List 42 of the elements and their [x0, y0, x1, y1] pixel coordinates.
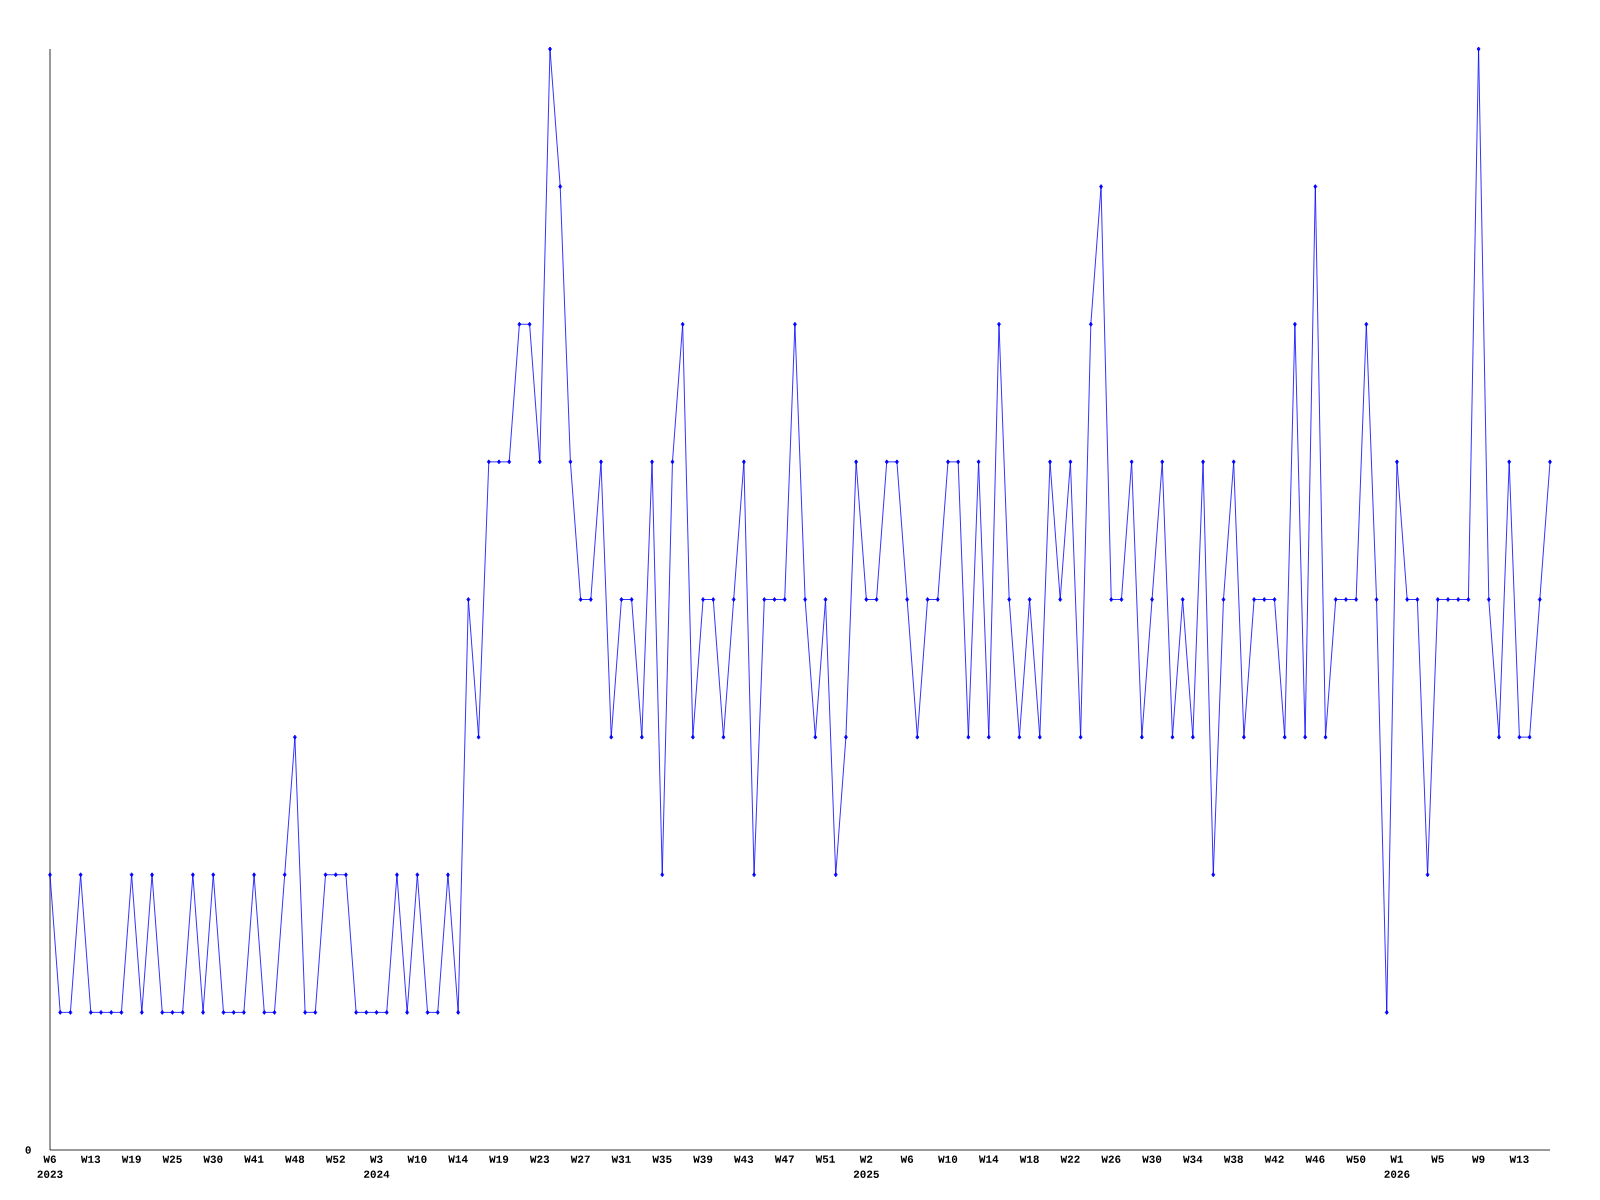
x-tick-label: W2 [859, 1155, 873, 1163]
x-tick-label: W23 [529, 1155, 550, 1163]
x-tick-label: W1 [1390, 1155, 1404, 1163]
x-tick-label: W13 [1509, 1155, 1529, 1163]
x-tick-label: W47 [774, 1155, 794, 1163]
text: 2023 [37, 1170, 63, 1178]
x-tick-label: W26 [1101, 1155, 1121, 1163]
x-tick-label: W5 [1431, 1155, 1444, 1163]
x-tick-label: W42 [1264, 1155, 1284, 1163]
x-tick-label: W22 [1060, 1155, 1080, 1163]
x-tick-label: W10 [407, 1155, 427, 1163]
x-tick-label: W30 [1142, 1155, 1162, 1163]
x-tick-label: W19 [121, 1155, 141, 1163]
x-tick-label: W51 [815, 1155, 835, 1163]
x-tick-label: W3 [369, 1155, 383, 1163]
text: 0 [25, 1146, 31, 1154]
x-tick-label: W41 [244, 1155, 264, 1163]
x-tick-label: W38 [1223, 1155, 1243, 1163]
x-tick-label: W50 [1346, 1155, 1366, 1163]
x-tick-label: W27 [570, 1155, 590, 1163]
x-tick-label: W14 [448, 1155, 468, 1163]
x-tick-label: W30 [203, 1155, 223, 1163]
x-tick-label: W6 [43, 1155, 56, 1163]
x-tick-label: W48 [285, 1155, 305, 1163]
x-tick-label: W39 [693, 1155, 713, 1163]
x-tick-label: W14 [978, 1155, 999, 1163]
x-tick-label: W35 [652, 1155, 672, 1163]
x-tick-label: W25 [162, 1155, 182, 1163]
x-tick-label: W46 [1305, 1155, 1325, 1163]
x-tick-label: W43 [734, 1155, 754, 1163]
x-tick-label: W10 [938, 1155, 958, 1163]
x-tick-label: W13 [80, 1155, 101, 1163]
x-tick-label: W31 [611, 1155, 631, 1163]
x-tick-label: W6 [900, 1155, 914, 1163]
text: 2024 [364, 1170, 390, 1178]
x-tick-label: W52 [325, 1155, 345, 1163]
x-tick-label: W34 [1183, 1155, 1203, 1163]
text: 2026 [1384, 1170, 1410, 1178]
x-tick-label: W9 [1472, 1155, 1485, 1163]
x-tick-label: W18 [1019, 1155, 1039, 1163]
text: 2025 [853, 1170, 879, 1178]
x-tick-label: W19 [489, 1155, 509, 1163]
